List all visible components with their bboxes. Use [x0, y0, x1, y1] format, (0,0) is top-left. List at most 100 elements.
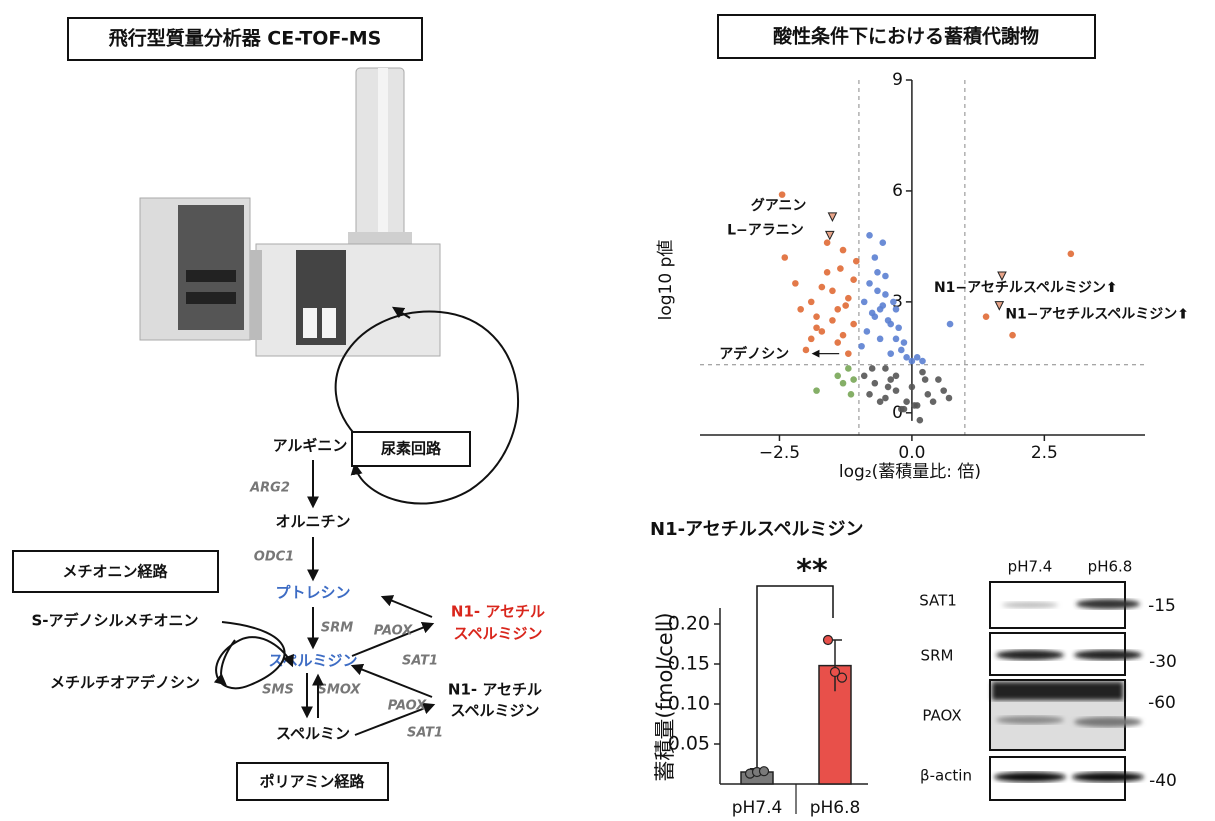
- point: [824, 636, 833, 645]
- point: [1068, 251, 1075, 258]
- point: [885, 317, 892, 324]
- point: [940, 387, 947, 394]
- metabolite: スペルミン: [276, 725, 350, 743]
- point: [829, 317, 836, 324]
- point: [837, 265, 844, 272]
- instrument-illustration: [140, 68, 440, 356]
- point: [834, 306, 841, 313]
- point: [803, 347, 810, 354]
- mw-label: -60: [1148, 693, 1176, 713]
- point: [797, 306, 804, 313]
- point: [901, 406, 908, 413]
- point: [893, 306, 900, 313]
- enzyme: SMOX: [318, 683, 362, 698]
- x-tick-label: pH6.8: [810, 798, 861, 818]
- enzyme: SRM: [321, 621, 353, 636]
- instrument-title: 飛行型質量分析器 CE-TOF-MS: [109, 27, 382, 50]
- point: [890, 299, 897, 306]
- point: [919, 358, 926, 365]
- point: [946, 395, 953, 402]
- enzyme: SMS: [262, 683, 294, 698]
- enzyme: PAOX: [374, 624, 414, 639]
- point: [879, 302, 886, 309]
- arrow: [353, 666, 432, 697]
- product: スペルミジン: [451, 702, 540, 720]
- mw-label: -30: [1149, 652, 1177, 672]
- protein-label: SRM: [921, 647, 954, 665]
- point: [895, 324, 902, 331]
- pathway: 尿素回路 アルギニン ARG2 オルニチン ODC1 メチオニン経路 プトレシン…: [13, 308, 545, 800]
- annotated-point: [828, 213, 836, 221]
- metabolite: メチルチオアデノシン: [50, 674, 200, 692]
- annotated-point: [826, 231, 834, 239]
- arrow: [383, 597, 432, 617]
- point: [893, 336, 900, 343]
- point: [858, 343, 865, 350]
- point: [813, 324, 820, 331]
- point: [935, 376, 942, 383]
- point: [872, 380, 879, 387]
- point: [808, 336, 815, 343]
- metabolite: オルニチン: [275, 513, 350, 531]
- band: [996, 716, 1064, 724]
- product: スペルミジン: [454, 625, 543, 643]
- point: [850, 321, 857, 328]
- point: [866, 391, 873, 398]
- polyamine-pathway: ポリアミン経路: [260, 773, 366, 791]
- lane-label: pH6.8: [1088, 558, 1133, 576]
- point: [911, 402, 918, 409]
- y-tick-label: 0.10: [668, 693, 710, 715]
- point: [917, 417, 924, 424]
- point: [947, 321, 954, 328]
- point: [845, 350, 852, 357]
- western-blot: pH7.4 pH6.8 SAT1 SRM PAOX β-actin -15 -3…: [919, 558, 1177, 801]
- point: [845, 295, 852, 302]
- point: [850, 376, 857, 383]
- point: [848, 391, 855, 398]
- mw-label: -40: [1149, 771, 1177, 791]
- enzyme: ARG2: [249, 481, 290, 496]
- y-tick-label: 0.15: [668, 653, 710, 675]
- x-tick-label: 2.5: [1031, 443, 1058, 463]
- protein-label: β-actin: [920, 767, 972, 785]
- point: [850, 276, 857, 283]
- point: [872, 313, 879, 320]
- point: [882, 291, 889, 298]
- product: N1- アセチル: [448, 681, 542, 699]
- point: [760, 767, 769, 776]
- band: [1076, 599, 1140, 609]
- point: [903, 398, 910, 405]
- significance: **: [796, 554, 828, 589]
- band: [1002, 602, 1058, 608]
- point: [919, 369, 926, 376]
- y-tick-label: 0: [892, 403, 903, 423]
- point: [824, 239, 831, 246]
- enzyme: PAOX: [388, 699, 428, 714]
- y-tick-label: 0.20: [668, 613, 710, 635]
- point: [840, 332, 847, 339]
- point: [879, 239, 886, 246]
- chart-title: 酸性条件下における蓄積代謝物: [773, 25, 1039, 48]
- point: [861, 299, 868, 306]
- band: [992, 682, 1123, 700]
- point: [866, 232, 873, 239]
- annotation: N1−アセチルスペルミジン⬆: [1005, 307, 1189, 323]
- protein-label: PAOX: [922, 707, 961, 725]
- figure: 飛行型質量分析器 CE-TOF-MS 尿素回路 アルギニン ARG2 オルニチン…: [0, 0, 1215, 821]
- point: [924, 391, 931, 398]
- band: [996, 650, 1064, 660]
- point: [813, 387, 820, 394]
- metabolite: プトレシン: [275, 584, 350, 602]
- point: [882, 273, 889, 280]
- metabolite: アルギニン: [273, 437, 348, 455]
- point: [874, 287, 881, 294]
- product: N1- アセチル: [451, 603, 545, 621]
- point: [838, 673, 847, 682]
- point: [866, 280, 873, 287]
- point: [819, 284, 826, 291]
- point: [909, 384, 916, 391]
- point: [869, 365, 876, 372]
- protein-label: SAT1: [919, 592, 957, 610]
- enzyme: SAT1: [402, 654, 438, 669]
- point: [877, 336, 884, 343]
